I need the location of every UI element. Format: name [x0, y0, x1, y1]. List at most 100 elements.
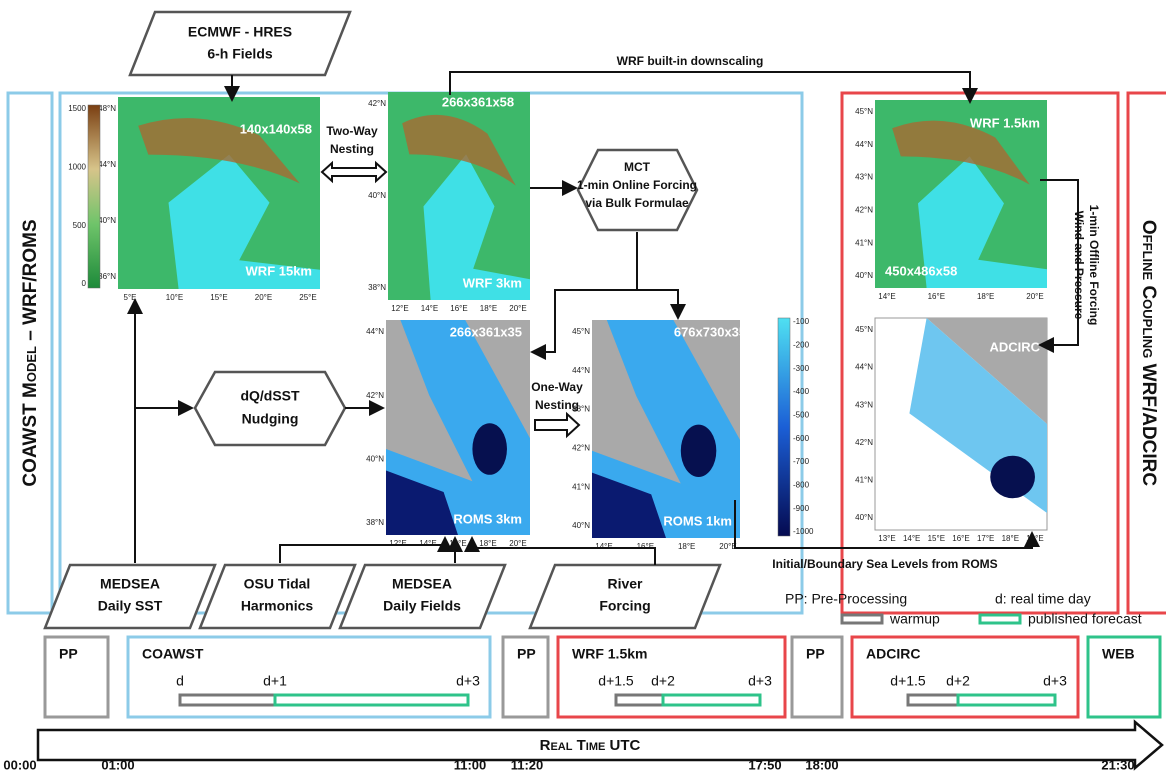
- lat-label: 43°N: [855, 173, 873, 182]
- day-mark: d+3: [456, 673, 480, 689]
- lon-label: 14°E: [903, 534, 920, 543]
- colorbar-label: -900: [793, 504, 810, 513]
- arrow: [472, 538, 655, 565]
- connector-label: 1-min Offline Forcing: [1087, 205, 1101, 326]
- lon-label: 16°E: [952, 534, 969, 543]
- map-name: WRF 3km: [463, 275, 522, 290]
- input-label: Daily SST: [98, 598, 163, 614]
- lon-label: 16°E: [449, 539, 466, 548]
- day-mark: d: [176, 673, 184, 689]
- process-label: via Bulk Formulae: [585, 196, 689, 210]
- block-label: ADCIRC: [866, 646, 920, 662]
- colorbar-label: -700: [793, 457, 810, 466]
- group-label: COAWST Model – WRF/ROMS: [20, 219, 41, 486]
- colorbar-label: -800: [793, 480, 810, 489]
- process-label: Nesting: [330, 142, 374, 156]
- colorbar: [88, 105, 100, 288]
- legend-swatch: [980, 615, 1020, 623]
- lat-label: 42°N: [572, 444, 590, 453]
- lon-label: 16°E: [450, 304, 467, 313]
- connector-label: WRF built-in downscaling: [617, 54, 764, 68]
- colorbar-label: -100: [793, 317, 810, 326]
- block-label: PP: [517, 646, 536, 662]
- lon-label: 15°E: [210, 293, 227, 302]
- forecast-bar: [663, 695, 760, 705]
- lon-label: 25°E: [299, 293, 316, 302]
- deep-sea: [990, 456, 1035, 498]
- lat-label: 40°N: [98, 216, 116, 225]
- lat-label: 44°N: [855, 140, 873, 149]
- input-shape: [200, 565, 355, 628]
- lat-label: 48°N: [98, 104, 116, 113]
- lat-label: 40°N: [366, 454, 384, 463]
- colorbar-label: -1000: [793, 527, 814, 536]
- colorbar-label: -500: [793, 410, 810, 419]
- lat-label: 40°N: [855, 513, 873, 522]
- colorbar-label: 500: [73, 221, 87, 230]
- page: {"inputs":{"ecmwf":["ECMWF - HRES","6-h …: [0, 0, 1166, 774]
- lon-label: 12°E: [389, 539, 406, 548]
- input-label: ECMWF - HRES: [188, 24, 292, 40]
- input-label: 6-h Fields: [207, 46, 273, 62]
- map-grid: 266x361x35: [450, 324, 522, 339]
- input-shape: [130, 12, 350, 75]
- day-mark: d+2: [946, 673, 970, 689]
- colorbar-label: -200: [793, 340, 810, 349]
- time-label: 00:00: [3, 757, 36, 772]
- lat-label: 44°N: [366, 327, 384, 336]
- block-label: WRF 1.5km: [572, 646, 647, 662]
- colorbar-label: 1500: [68, 104, 86, 113]
- lon-label: 20°E: [1026, 292, 1043, 301]
- input-label: MEDSEA: [392, 576, 452, 592]
- lat-label: 45°N: [572, 327, 590, 336]
- lon-label: 20°E: [255, 293, 272, 302]
- lat-label: 40°N: [572, 521, 590, 530]
- legend-label: warmup: [889, 611, 940, 627]
- lat-label: 44°N: [98, 160, 116, 169]
- lon-label: 14°E: [595, 542, 612, 551]
- lat-label: 43°N: [855, 400, 873, 409]
- day-mark: d+1: [263, 673, 287, 689]
- axis-title: Real Time UTC: [540, 737, 641, 754]
- lat-label: 44°N: [855, 363, 873, 372]
- map-grid: 450x486x58: [885, 263, 957, 278]
- warmup-bar: [908, 695, 958, 705]
- lon-label: 15°E: [928, 534, 945, 543]
- process-label: MCT: [624, 160, 651, 174]
- deep-sea: [681, 425, 717, 477]
- block-label: WEB: [1102, 646, 1135, 662]
- lon-label: 14°E: [878, 292, 895, 301]
- warmup-bar: [180, 695, 275, 705]
- lat-label: 45°N: [855, 325, 873, 334]
- lat-label: 41°N: [855, 476, 873, 485]
- colorbar-label: -400: [793, 387, 810, 396]
- day-mark: d+2: [651, 673, 675, 689]
- input-label: OSU Tidal: [244, 576, 311, 592]
- map-name: ROMS 3km: [453, 511, 522, 526]
- input-label: Forcing: [599, 598, 650, 614]
- lat-label: 36°N: [98, 272, 116, 281]
- diagram: COAWST Model – WRF/ROMS Offline Coupling…: [0, 0, 1166, 774]
- process-label: One-Way: [531, 380, 583, 394]
- group-label: Offline Coupling WRF/ADCIRC: [1138, 220, 1159, 486]
- process-label: Nudging: [242, 411, 299, 427]
- block-label: PP: [59, 646, 78, 662]
- lon-label: 16°E: [637, 542, 654, 551]
- day-mark: d+3: [748, 673, 772, 689]
- block-label: COAWST: [142, 646, 204, 662]
- day-mark: d+1.5: [598, 673, 634, 689]
- map-name: WRF 15km: [246, 263, 312, 278]
- colorbar-label: 1000: [68, 162, 86, 171]
- process-label: Two-Way: [326, 124, 378, 138]
- connector-label: Initial/Boundary Sea Levels from ROMS: [772, 557, 997, 571]
- colorbar-label: -600: [793, 434, 810, 443]
- lat-label: 44°N: [572, 366, 590, 375]
- block-label: PP: [806, 646, 825, 662]
- input-label: Harmonics: [241, 598, 314, 614]
- lat-label: 42°N: [855, 206, 873, 215]
- map-name: ROMS 1km: [663, 513, 732, 528]
- lon-label: 13°E: [878, 534, 895, 543]
- lon-label: 20°E: [509, 304, 526, 313]
- legend-swatch: [842, 615, 882, 623]
- process-label: dQ/dSST: [240, 388, 300, 404]
